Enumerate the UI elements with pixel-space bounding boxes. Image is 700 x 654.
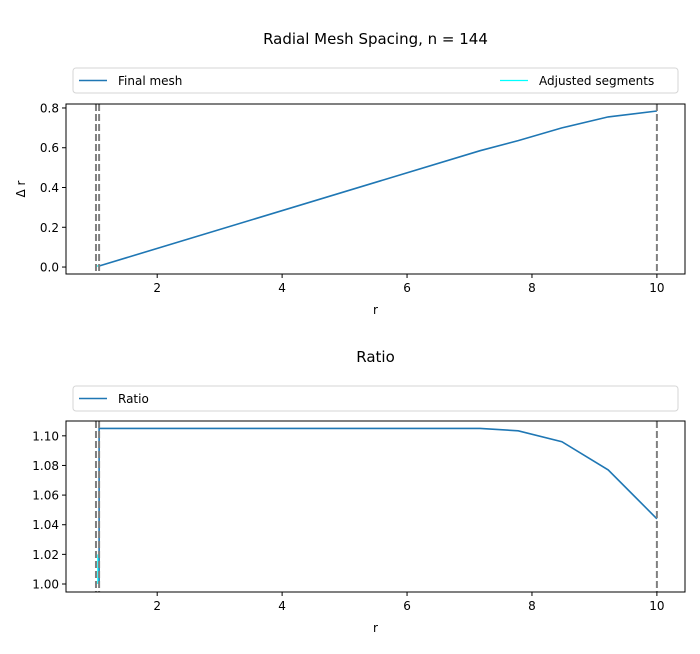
y-tick-label: 0.0 xyxy=(40,261,59,275)
x-tick-label: 10 xyxy=(649,281,664,295)
y-tick-label: 0.6 xyxy=(40,141,59,155)
y-tick-label: 1.06 xyxy=(32,489,59,503)
y-tick-label: 1.00 xyxy=(32,577,59,591)
y-tick-label: 0.4 xyxy=(40,181,59,195)
legend-label: Adjusted segments xyxy=(539,74,654,88)
y-tick-label: 1.02 xyxy=(32,548,59,562)
axes-frame xyxy=(65,420,686,593)
subplot-2: Ratio 2 4 6 8 10 1.00 1.02 1.04 1.06 1.08 1.10 r Rati… xyxy=(32,348,686,635)
x-axis-label: r xyxy=(373,621,378,635)
y-axis-label: Δ r xyxy=(14,180,28,197)
x-tick-label: 10 xyxy=(649,599,664,613)
y-tick-label: 1.04 xyxy=(32,518,59,532)
x-tick-label: 4 xyxy=(278,281,286,295)
axes-frame xyxy=(65,103,686,275)
legend-frame xyxy=(72,67,679,94)
chart-title: Radial Mesh Spacing, n = 144 xyxy=(263,30,488,48)
x-axis-label: r xyxy=(373,303,378,317)
y-tick-label: 1.08 xyxy=(32,459,59,473)
plot-area xyxy=(94,421,658,592)
legend: Final mesh Adjusted segments xyxy=(72,67,679,94)
x-tick-label: 8 xyxy=(528,281,536,295)
legend: Ratio xyxy=(72,385,679,412)
x-tick-label: 8 xyxy=(528,599,536,613)
series-line-ratio xyxy=(98,427,658,584)
x-tick-label: 6 xyxy=(403,281,411,295)
y-tick-label: 0.8 xyxy=(40,101,59,115)
x-tick-label: 2 xyxy=(153,281,161,295)
chart-title: Ratio xyxy=(356,348,395,366)
subplot-1: Radial Mesh Spacing, n = 144 2 4 6 8 10 0.0 0.2… xyxy=(14,30,686,317)
y-tick-label: 1.10 xyxy=(32,429,59,443)
y-tick-label: 0.2 xyxy=(40,221,59,235)
legend-label: Ratio xyxy=(118,392,149,406)
x-tick-label: 4 xyxy=(278,599,286,613)
plot-area xyxy=(94,104,658,274)
x-tick-label: 2 xyxy=(153,599,161,613)
legend-label: Final mesh xyxy=(118,74,182,88)
series-line-final-mesh xyxy=(98,110,657,267)
legend-frame xyxy=(72,385,679,412)
x-tick-label: 6 xyxy=(403,599,411,613)
